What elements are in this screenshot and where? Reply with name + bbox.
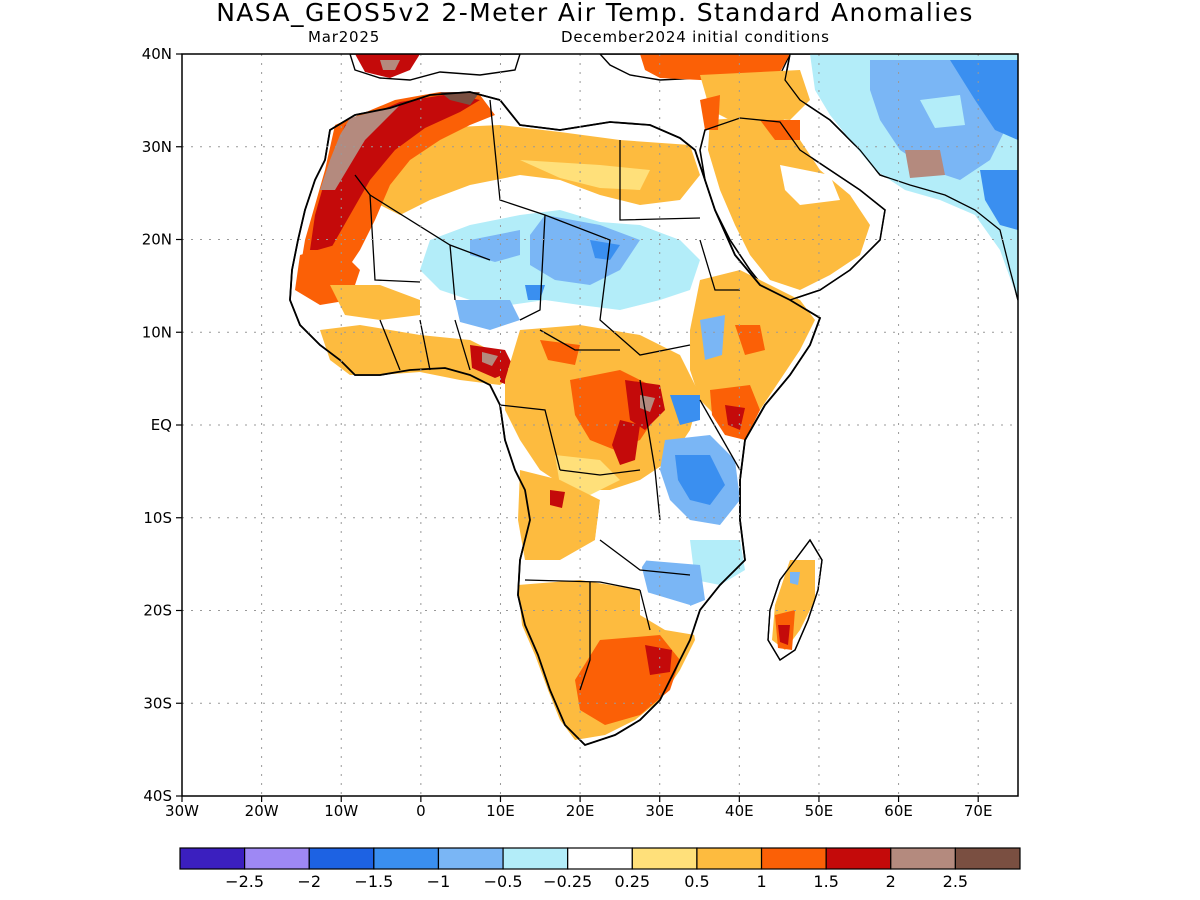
- colorbar-label: −2.5: [225, 872, 264, 891]
- colorbar-swatch: [954, 847, 1021, 870]
- colorbar-swatch: [502, 847, 569, 870]
- lon-tick-label: 40E: [725, 802, 754, 820]
- lat-tick-label: 40S: [143, 787, 172, 805]
- lat-tick-label: 20N: [142, 231, 172, 249]
- anomaly-shading: [295, 54, 1018, 740]
- colorbar: −2.5 −2 −1.5 −1 −0.5 −0.25 0.25 0.5 1 1.5 2 2.5: [179, 847, 1021, 891]
- longitude-axis: 30W 20W 10W 0 10E 20E 30E 40E 50E 60E 70E: [165, 796, 992, 820]
- colorbar-label: −1.5: [354, 872, 393, 891]
- initial-conditions: December2024 initial conditions: [561, 28, 830, 46]
- lon-tick-label: 30E: [645, 802, 674, 820]
- lon-tick-label: 20E: [566, 802, 595, 820]
- colorbar-label: 0.25: [614, 872, 650, 891]
- lon-tick-label: 30W: [165, 802, 199, 820]
- colorbar-swatch: [696, 847, 763, 870]
- colorbar-swatch: [308, 847, 375, 870]
- colorbar-label: −0.5: [484, 872, 523, 891]
- colorbar-swatch: [244, 847, 310, 870]
- colorbar-swatch: [179, 847, 246, 870]
- lat-tick-label: 20S: [143, 602, 172, 620]
- colorbar-swatch: [437, 847, 504, 870]
- colorbar-label: −1: [427, 872, 451, 891]
- lat-tick-label: 10S: [143, 509, 172, 527]
- map-title: NASA_GEOS5v2 2-Meter Air Temp. Standard …: [216, 0, 974, 27]
- colorbar-label: 0.5: [684, 872, 709, 891]
- valid-month: Mar2025: [308, 28, 381, 46]
- colorbar-label: 1: [756, 872, 766, 891]
- colorbar-swatch: [890, 847, 956, 870]
- country-borders: [289, 54, 1018, 747]
- map-plot: [182, 54, 1018, 796]
- lat-tick-label: 10N: [142, 323, 172, 341]
- lat-tick-label: 40N: [142, 45, 172, 63]
- colorbar-label: 2: [886, 872, 896, 891]
- colorbar-label: −0.25: [543, 872, 592, 891]
- colorbar-label: 2.5: [943, 872, 968, 891]
- lat-tick-label: 30S: [143, 694, 172, 712]
- colorbar-swatch: [373, 847, 440, 870]
- lat-tick-label: EQ: [151, 416, 172, 434]
- lon-tick-label: 70E: [964, 802, 993, 820]
- colorbar-label: −2: [297, 872, 321, 891]
- colorbar-label: 1.5: [813, 872, 838, 891]
- lon-tick-label: 20W: [245, 802, 279, 820]
- colorbar-swatch: [631, 847, 698, 870]
- colorbar-swatch: [760, 847, 827, 870]
- lon-tick-label: 10W: [324, 802, 358, 820]
- lon-tick-label: 0: [416, 802, 426, 820]
- colorbar-swatch: [825, 847, 892, 870]
- latitude-axis: 40N 30N 20N 10N EQ 10S 20S 30S 40S: [142, 45, 182, 805]
- lat-tick-label: 30N: [142, 138, 172, 156]
- lon-tick-label: 60E: [884, 802, 913, 820]
- graticule: [182, 54, 1018, 796]
- lon-tick-label: 50E: [805, 802, 834, 820]
- lon-tick-label: 10E: [486, 802, 515, 820]
- colorbar-swatch: [567, 847, 633, 870]
